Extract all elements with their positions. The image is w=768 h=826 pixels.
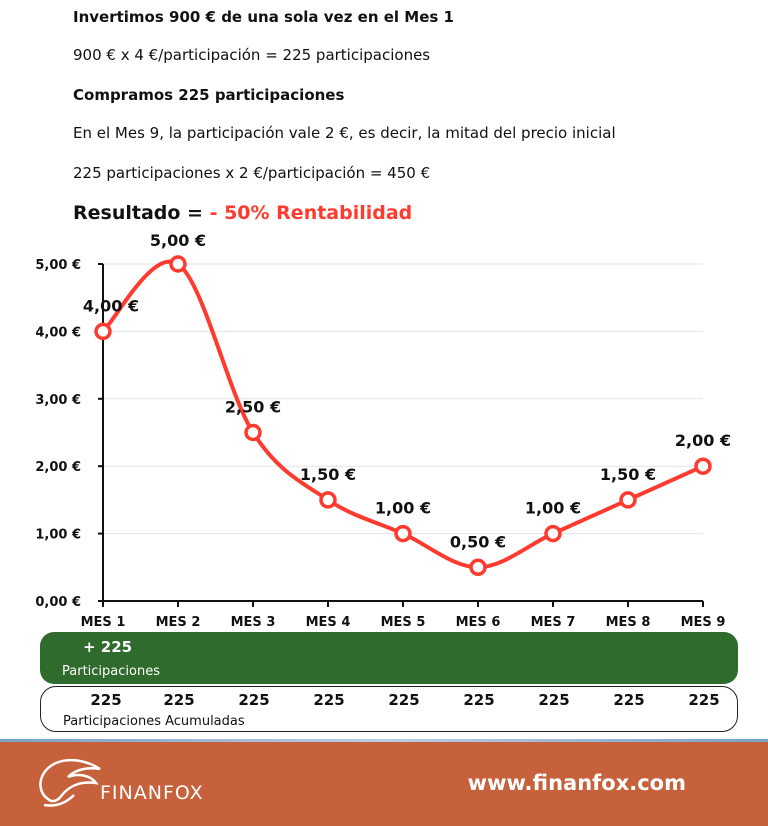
data-label: 5,00 € [150,231,206,250]
data-point [244,423,262,442]
website-link[interactable]: www.finanfox.com [467,771,686,795]
accumulated-value: 225 [613,691,645,709]
data-label: 1,50 € [300,465,356,484]
y-tick-label: 4,00 € [35,325,81,340]
accumulated-value: 225 [688,691,720,709]
x-tick-label: MES 9 [681,615,726,628]
participations-title: + 225 [83,638,133,656]
y-tick-label: 2,00 € [35,460,81,475]
accumulated-value: 225 [538,691,570,709]
accumulated-value: 225 [163,691,195,709]
x-tick-label: MES 7 [531,615,576,628]
data-label: 4,00 € [83,296,139,315]
intro-line-1: Invertimos 900 € de una sola vez en el M… [73,8,454,26]
brand-name: FINANFOX [100,782,204,804]
x-tick-label: MES 6 [456,615,501,628]
intro-line-5: 225 participaciones x 2 €/participación … [73,164,431,182]
data-point [169,255,187,273]
x-tick-label: MES 5 [381,615,426,628]
accumulated-value: 225 [463,691,495,709]
x-tick-label: MES 3 [231,615,276,628]
x-tick-label: MES 4 [306,615,351,628]
data-label: 1,00 € [525,499,581,518]
accumulated-value: 225 [238,691,270,709]
data-label: 2,00 € [675,431,731,450]
accumulated-value: 225 [388,691,420,709]
x-tick-label: MES 1 [81,615,126,628]
accumulated-value: 225 [313,691,345,709]
x-tick-label: MES 8 [606,615,651,628]
result-value: - 50% Rentabilidad [209,202,413,224]
y-tick-label: 1,00 € [35,528,81,543]
y-tick-label: 0,00 € [35,595,81,610]
series-line [101,259,704,570]
data-label: 0,50 € [450,532,506,551]
accumulated-bar: 225 225 225 225 225 225 225 225 225 Participacio… [40,686,738,732]
fox-logo-icon [39,758,101,807]
data-label: 2,50 € [225,398,281,417]
result-heading: Resultado = - 50% Rentabilidad [73,202,412,224]
data-point [319,491,337,509]
intro-line-2: 900 € x 4 €/participación = 225 particip… [73,46,431,64]
participations-subtitle: Participaciones [62,664,160,679]
footer: FINANFOX www.finanfox.com [0,739,768,826]
data-point [619,491,637,509]
y-tick-label: 3,00 € [35,393,81,408]
data-point [394,524,412,543]
data-point [469,558,487,577]
x-tick-label: MES 2 [156,615,201,628]
price-line-chart: 0,00 € 1,00 € 2,00 € 3,00 € 4,00 € 5,00 € MES … [35,231,731,628]
data-label: 1,00 € [375,499,431,518]
result-prefix: Resultado = [73,202,210,224]
accumulated-subtitle: Participaciones Acumuladas [63,714,245,729]
participations-bar: + 225 Participaciones [40,632,738,684]
accumulated-value: 225 [90,691,122,709]
data-point [694,457,712,475]
data-label: 1,50 € [600,465,656,484]
data-point [544,524,562,543]
data-point [94,322,112,341]
intro-line-4: En el Mes 9, la participación vale 2 €, … [73,124,616,142]
footer-stripe [0,739,768,742]
y-tick-label: 5,00 € [35,258,81,273]
intro-line-3: Compramos 225 participaciones [73,86,345,104]
